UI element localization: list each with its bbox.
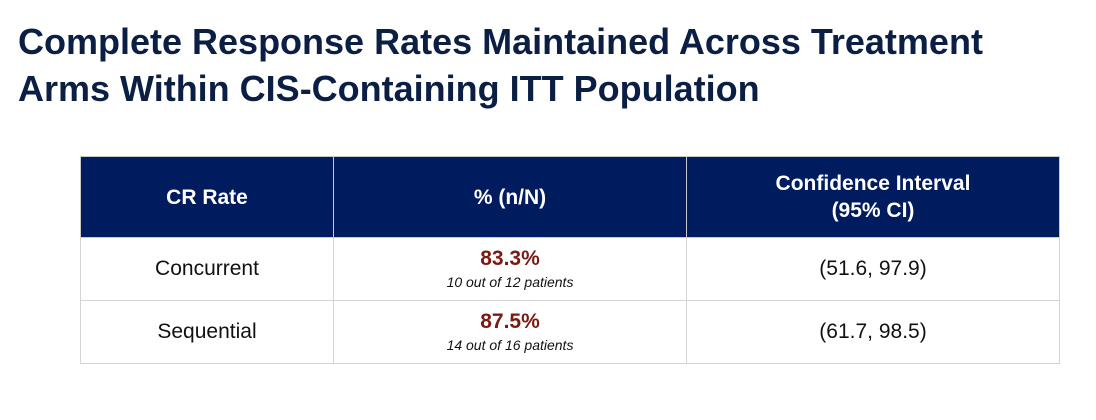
header-cr-rate: CR Rate xyxy=(80,156,334,238)
percent-cell: 87.5% 14 out of 16 patients xyxy=(333,300,687,364)
ci-cell: (51.6, 97.9) xyxy=(686,237,1060,301)
percent-value: 83.3% xyxy=(480,247,540,270)
table-header: CR Rate % (n/N) Confidence Interval (95%… xyxy=(80,156,1060,238)
patient-count: 14 out of 16 patients xyxy=(446,337,574,353)
cr-rate-table: CR Rate % (n/N) Confidence Interval (95%… xyxy=(80,156,1060,364)
table-row-concurrent: Concurrent 83.3% 10 out of 12 patients (… xyxy=(80,237,1060,301)
row-label: Sequential xyxy=(80,300,334,364)
page-title-line-2: Arms Within CIS-Containing ITT Populatio… xyxy=(18,68,760,109)
table-row-sequential: Sequential 87.5% 14 out of 16 patients (… xyxy=(80,300,1060,364)
header-confidence-interval: Confidence Interval (95% CI) xyxy=(686,156,1060,238)
header-percent: % (n/N) xyxy=(333,156,687,238)
header-ci-line-2: (95% CI) xyxy=(831,199,915,222)
ci-cell: (61.7, 98.5) xyxy=(686,300,1060,364)
page-title-line-1: Complete Response Rates Maintained Acros… xyxy=(18,21,983,62)
row-label: Concurrent xyxy=(80,237,334,301)
table-header-row: CR Rate % (n/N) Confidence Interval (95%… xyxy=(80,156,1060,238)
percent-cell: 83.3% 10 out of 12 patients xyxy=(333,237,687,301)
percent-value: 87.5% xyxy=(480,310,540,333)
header-ci-line-1: Confidence Interval xyxy=(775,172,971,195)
patient-count: 10 out of 12 patients xyxy=(446,274,574,290)
page-title: Complete Response Rates Maintained Acros… xyxy=(18,18,1078,112)
